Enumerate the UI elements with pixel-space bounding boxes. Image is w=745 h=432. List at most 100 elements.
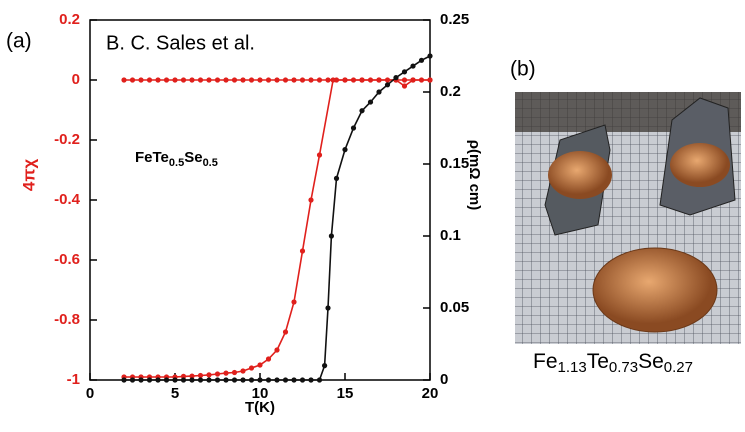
coin xyxy=(548,151,612,199)
data-point xyxy=(300,248,305,253)
data-point xyxy=(223,77,228,82)
data-point xyxy=(147,77,152,82)
y-axis-label: 4πχ xyxy=(19,159,38,191)
data-point xyxy=(342,147,347,152)
data-point xyxy=(291,77,296,82)
data-point xyxy=(181,77,186,82)
caption-part: 0.73 xyxy=(609,359,638,376)
data-point xyxy=(249,365,254,370)
data-point xyxy=(232,377,237,382)
data-point xyxy=(291,377,296,382)
data-point xyxy=(334,176,339,181)
data-point xyxy=(257,377,262,382)
data-point xyxy=(329,233,334,238)
data-point xyxy=(359,108,364,113)
data-point xyxy=(359,77,364,82)
data-point xyxy=(291,299,296,304)
data-point xyxy=(215,371,220,376)
data-point xyxy=(266,356,271,361)
y2-tick-label: 0.1 xyxy=(440,227,461,244)
caption-part: Se xyxy=(638,350,664,373)
data-point xyxy=(164,77,169,82)
data-point xyxy=(300,377,305,382)
data-point xyxy=(130,77,135,82)
data-point xyxy=(181,377,186,382)
data-point xyxy=(325,305,330,310)
y-tick-label: -1 xyxy=(67,371,80,388)
data-point xyxy=(274,377,279,382)
data-point xyxy=(274,77,279,82)
plot-frame xyxy=(90,20,430,380)
data-point xyxy=(393,75,398,80)
data-point xyxy=(189,377,194,382)
y-tick-label: -0.2 xyxy=(54,131,80,148)
data-point xyxy=(198,373,203,378)
data-point xyxy=(249,77,254,82)
data-point xyxy=(232,370,237,375)
data-point xyxy=(172,77,177,82)
data-point xyxy=(121,77,126,82)
y2-tick-label: 0 xyxy=(440,371,448,388)
caption-part: Fe xyxy=(533,350,558,373)
page: {"chart_data": {"type": "line", "panel_l… xyxy=(0,0,745,432)
data-point xyxy=(189,77,194,82)
y-tick-label: 0.2 xyxy=(59,11,80,28)
data-point xyxy=(419,58,424,63)
chart-title: B. C. Sales et al. xyxy=(106,32,255,54)
data-point xyxy=(240,368,245,373)
annotation-part: 0.5 xyxy=(169,157,184,169)
coin xyxy=(670,143,730,187)
data-point xyxy=(121,377,126,382)
data-point xyxy=(331,77,336,82)
data-point xyxy=(283,377,288,382)
x-tick-label: 20 xyxy=(422,385,439,402)
data-point xyxy=(410,63,415,68)
photo-caption: Fe1.13Te0.73Se0.27 xyxy=(533,350,693,376)
data-point xyxy=(427,77,432,82)
data-point xyxy=(172,377,177,382)
data-point xyxy=(368,99,373,104)
data-point xyxy=(266,377,271,382)
data-point xyxy=(206,372,211,377)
data-point xyxy=(351,125,356,130)
data-point xyxy=(138,377,143,382)
data-point xyxy=(147,377,152,382)
coin xyxy=(593,248,717,332)
data-point xyxy=(257,77,262,82)
data-point xyxy=(308,377,313,382)
series-line xyxy=(124,80,430,377)
data-point xyxy=(342,77,347,82)
y-tick-label: -0.8 xyxy=(54,311,80,328)
data-point xyxy=(322,363,327,368)
data-point xyxy=(317,377,322,382)
data-point xyxy=(300,77,305,82)
data-point xyxy=(155,77,160,82)
x-tick-label: 0 xyxy=(86,385,94,402)
data-point xyxy=(215,377,220,382)
data-point xyxy=(274,347,279,352)
data-point xyxy=(317,152,322,157)
data-point xyxy=(138,77,143,82)
data-point xyxy=(198,77,203,82)
data-point xyxy=(249,377,254,382)
x-tick-label: 10 xyxy=(252,385,269,402)
panel-label: (a) xyxy=(6,30,32,53)
photo xyxy=(515,92,741,344)
data-point xyxy=(206,377,211,382)
y2-tick-label: 0.2 xyxy=(440,83,461,100)
data-point xyxy=(240,77,245,82)
y-tick-label: -0.6 xyxy=(54,251,80,268)
y2-axis-label: ρ(mΩ cm) xyxy=(466,140,483,210)
data-point xyxy=(427,53,432,58)
data-point xyxy=(266,77,271,82)
series-line xyxy=(124,56,430,380)
data-point xyxy=(155,377,160,382)
caption-part: 1.13 xyxy=(558,359,587,376)
annotation-part: Se xyxy=(184,149,202,166)
data-point xyxy=(325,77,330,82)
data-point xyxy=(376,77,381,82)
figure: (a) B. C. Sales et al. FeTe0.5Se0.5 T(K)… xyxy=(0,0,745,432)
y2-tick-label: 0.25 xyxy=(440,11,469,28)
data-point xyxy=(308,197,313,202)
photo-label: (b) xyxy=(510,58,536,81)
